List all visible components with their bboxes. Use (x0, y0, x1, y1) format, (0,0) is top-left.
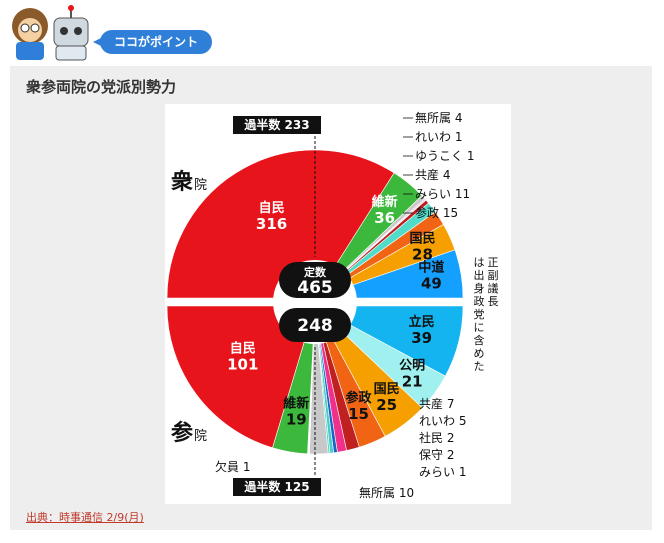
upper-kokumin-value: 25 (376, 396, 397, 414)
house-callout-label: 無所属 4 (415, 110, 462, 125)
upper-jimin-value: 101 (227, 356, 258, 374)
house-callout-label: 参政 15 (415, 205, 458, 220)
house-chamber-label-suffix: 院 (194, 178, 207, 193)
upper-callout-label: 無所属 10 (359, 485, 414, 500)
house-chudo-value: 49 (421, 275, 442, 293)
house-total-box (279, 262, 351, 298)
house-majority-label: 過半数 233 (243, 117, 309, 132)
house-note-char: 政 (474, 294, 485, 308)
upper-callout-label: 保守 2 (419, 448, 454, 462)
house-chudo-name: 中道 (418, 260, 444, 276)
house-kokumin-value: 28 (412, 245, 433, 263)
house-jimin-name: 自民 (259, 200, 285, 216)
center-label: 定数 (304, 265, 327, 279)
upper-rikken-value: 39 (411, 329, 432, 347)
house-jimin-value: 316 (256, 215, 287, 233)
chart-panel: 定数 465 248 過半数 233 過半数 125 衆院参院自民 316 維新 36 国民 28 中… (165, 104, 511, 504)
house-note-char: 出 (474, 268, 485, 282)
upper-callout-label: みらい 1 (419, 465, 466, 479)
house-chamber-label: 衆 (171, 169, 193, 195)
upper-ishin-name: 維新 (283, 395, 309, 411)
upper-total-box (279, 308, 351, 342)
upper-ishin-value: 19 (286, 410, 307, 428)
house-note-char: 含 (474, 333, 485, 347)
house-note-char: 議 (488, 281, 499, 295)
house-majority-box (233, 116, 321, 134)
upper-slice-自民 (166, 305, 316, 449)
house-note-char: た (474, 360, 485, 373)
house-total: 465 (297, 278, 333, 298)
upper-sansei-name: 参政 (346, 390, 373, 406)
house-note-char: 正 (488, 256, 499, 269)
card-title: 衆参両院の党派別勢力 (26, 78, 177, 96)
house-note-char: 副 (488, 269, 499, 282)
upper-callout-label: れいわ 5 (419, 414, 466, 428)
header: ココがポイント (0, 0, 664, 64)
house-note-char: 身 (474, 281, 485, 295)
house-note-char: に (474, 321, 485, 334)
upper-total: 248 (297, 316, 333, 336)
house-callout-label: みらい 11 (415, 187, 470, 201)
upper-chamber-label-suffix: 院 (194, 429, 207, 444)
house-ishin-value: 36 (374, 209, 395, 227)
upper-jimin-name: 自民 (230, 341, 256, 357)
house-callout-label: れいわ 1 (415, 130, 462, 144)
house-callout-label: ゆうこく 1 (415, 149, 474, 163)
source-link[interactable]: 出典：時事通信 2/9(月) (26, 511, 144, 524)
upper-majority-box (233, 478, 321, 496)
article-card: 衆参両院の党派別勢力 定数 465 248 過半数 233 過半数 125 衆院参院自民 3… (10, 66, 652, 530)
house-ishin-name: 維新 (372, 194, 398, 210)
house-note-char: 長 (488, 295, 499, 308)
mascot-characters-icon (12, 5, 89, 61)
upper-komei-name: 公明 (399, 358, 425, 373)
upper-rikken-name: 立民 (409, 314, 435, 330)
upper-komei-value: 21 (402, 372, 423, 390)
house-note-char: め (474, 347, 485, 360)
house-note-char: 党 (474, 308, 485, 321)
house-note-char: は (474, 256, 485, 269)
upper-callout-label: 社民 2 (419, 430, 454, 445)
house-kokumin-name: 国民 (409, 231, 435, 246)
upper-kokumin-name: 国民 (374, 382, 400, 397)
upper-callout-vacancy: 欠員 1 (215, 459, 250, 474)
upper-chamber-label: 参 (171, 420, 193, 446)
upper-sansei-value: 15 (348, 405, 369, 423)
point-badge[interactable]: ココがポイント (92, 30, 213, 54)
house-slice-自民 (166, 149, 395, 299)
upper-callout-label: 共産 7 (419, 396, 454, 411)
house-callout-label: 共産 4 (415, 167, 450, 182)
upper-majority-label: 過半数 125 (243, 479, 309, 494)
